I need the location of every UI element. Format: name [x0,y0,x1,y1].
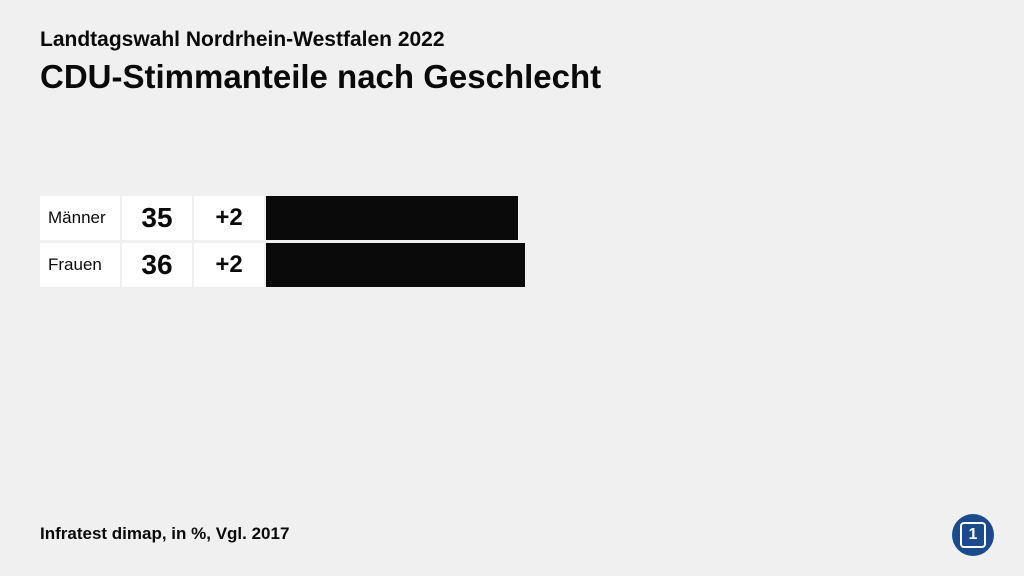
bar-row: Frauen 36 +2 [40,243,984,287]
bars-area: Männer 35 +2 Frauen 36 +2 [40,196,984,287]
bar-label: Männer [40,196,120,240]
chart-container: Landtagswahl Nordrhein-Westfalen 2022 CD… [0,0,1024,287]
bar-value: 36 [122,243,192,287]
bar-row: Männer 35 +2 [40,196,984,240]
bar-label: Frauen [40,243,120,287]
logo-text: 1 [960,522,986,548]
bar-value: 35 [122,196,192,240]
bar-fill [266,243,525,287]
broadcaster-logo: 1 [952,514,994,556]
bar-change: +2 [194,243,264,287]
chart-title: CDU-Stimmanteile nach Geschlecht [40,58,984,96]
bar-change: +2 [194,196,264,240]
bar-fill [266,196,518,240]
footer-source: Infratest dimap, in %, Vgl. 2017 [40,524,289,544]
chart-subtitle: Landtagswahl Nordrhein-Westfalen 2022 [40,28,984,52]
